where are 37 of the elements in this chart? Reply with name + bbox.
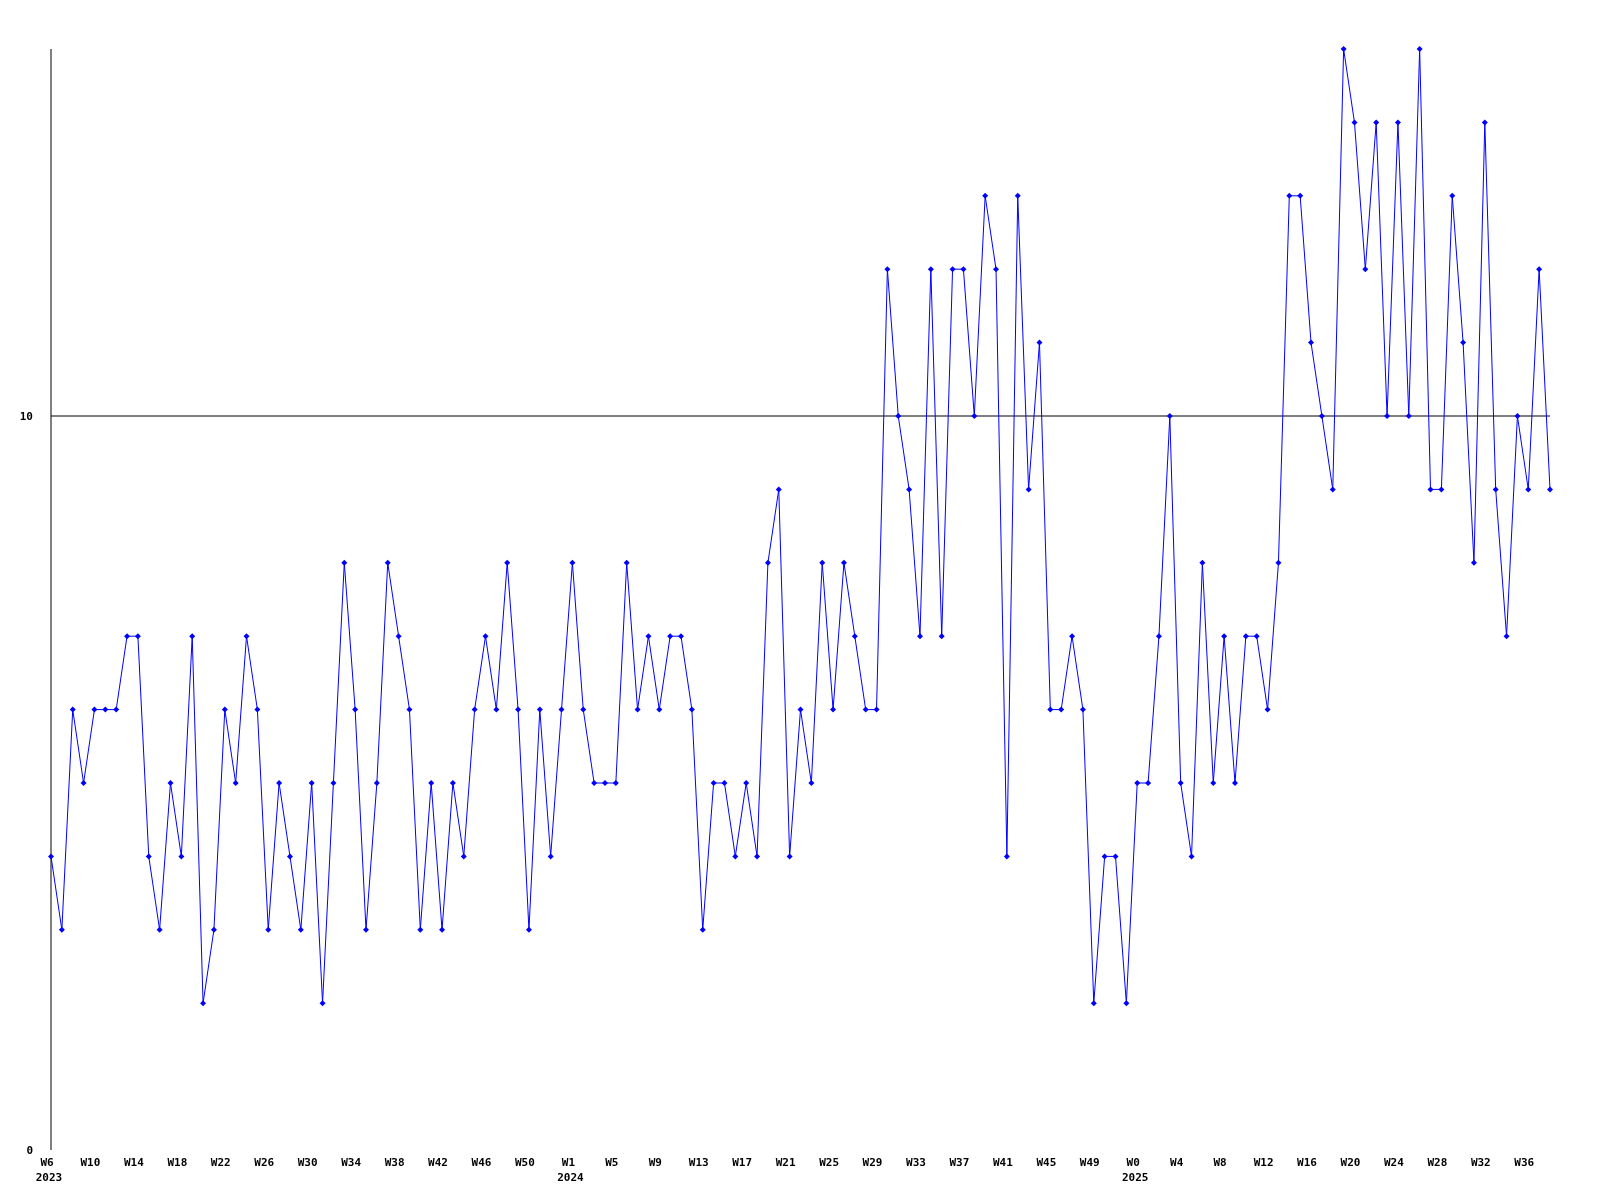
x-tick-label: W13: [688, 1156, 709, 1169]
x-tick-label: W4: [1170, 1156, 1184, 1169]
y-tick-label: 10: [19, 409, 33, 423]
x-tick-label: W37: [949, 1156, 970, 1169]
x-tick-label: W10: [80, 1156, 101, 1169]
x-tick-label: W12: [1253, 1156, 1274, 1169]
x-tick-label: W24: [1383, 1156, 1405, 1169]
x-tick-label: W32: [1470, 1156, 1491, 1169]
x-tick-label: W29: [862, 1156, 883, 1169]
x-tick-label: W33: [906, 1156, 926, 1169]
x-tick-label: W14: [123, 1156, 145, 1169]
x-tick-label: W50: [515, 1156, 535, 1169]
x-tick-label: W25: [819, 1156, 840, 1169]
x-tick-label: W45: [1036, 1156, 1057, 1169]
x-tick-label: W28: [1427, 1156, 1448, 1169]
x-tick-label: W36: [1514, 1156, 1535, 1169]
x-tick-label: W41: [992, 1156, 1014, 1169]
x-tick-label: W9: [648, 1156, 662, 1169]
x-tick-label: W46: [471, 1156, 492, 1169]
x-tick-label: W38: [384, 1156, 405, 1169]
x-tick-label: W22: [210, 1156, 231, 1169]
x-tick-label: W8: [1213, 1156, 1227, 1169]
x-tick-label: W20: [1340, 1156, 1361, 1169]
x-tick-label: W5: [605, 1156, 619, 1169]
x-tick-label: W16: [1297, 1156, 1318, 1169]
x-tick-label: W42: [428, 1156, 448, 1169]
x-tick-label: W0 2025: [1121, 1156, 1149, 1184]
x-tick-label: W18: [167, 1156, 188, 1169]
x-tick-label: W21: [775, 1156, 796, 1169]
x-tick-label: W17: [732, 1156, 753, 1169]
x-tick-label: W34: [341, 1156, 362, 1169]
x-tick-label: W6 2023: [35, 1156, 63, 1184]
x-tick-label: W30: [297, 1156, 318, 1169]
x-tick-label: W49: [1079, 1156, 1100, 1169]
x-tick-label: W26: [254, 1156, 275, 1169]
x-tick-label: W1 2024: [557, 1156, 585, 1184]
y-tick-label: 0: [26, 1143, 33, 1157]
